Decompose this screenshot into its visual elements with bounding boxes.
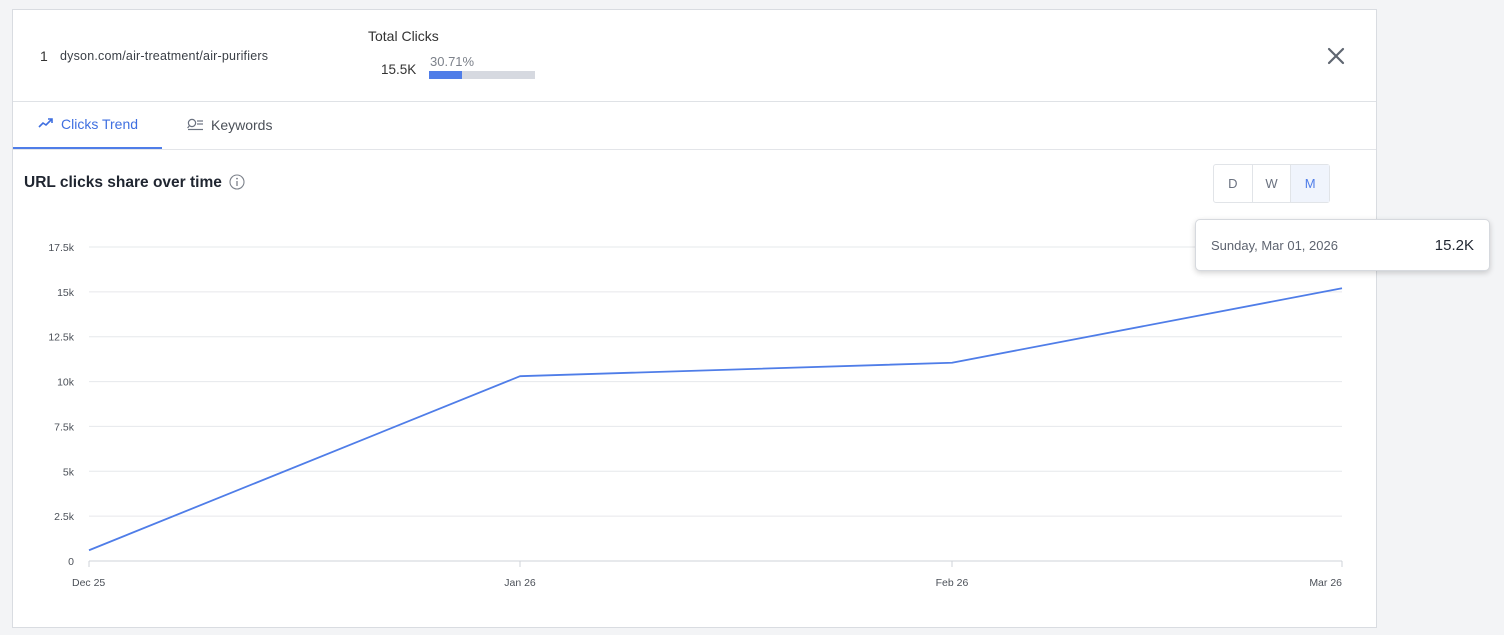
keyword-search-icon: [187, 117, 204, 134]
total-clicks-value: 15.5K: [381, 62, 417, 77]
granularity-week-button[interactable]: W: [1253, 165, 1292, 202]
clicks-share-percent: 30.71%: [430, 54, 475, 69]
tab-label: Clicks Trend: [61, 116, 139, 132]
y-tick-label: 10k: [57, 377, 75, 389]
url-header: 1 dyson.com/air-treatment/air-purifiers …: [13, 10, 1376, 102]
granularity-day-button[interactable]: D: [1214, 165, 1253, 202]
y-tick-label: 12.5k: [48, 332, 74, 344]
y-tick-label: 2.5k: [54, 511, 75, 523]
url-text: dyson.com/air-treatment/air-purifiers: [60, 49, 269, 63]
url-detail-panel: 1 dyson.com/air-treatment/air-purifiers …: [12, 9, 1377, 628]
x-tick-label: Feb 26: [936, 577, 969, 589]
series-line: [88, 287, 1343, 552]
x-tick-label: Dec 25: [72, 577, 105, 589]
clicks-share-bar-fill: [429, 71, 462, 79]
clicks-share-bar: [429, 71, 535, 79]
x-tick-label: Jan 26: [504, 577, 536, 589]
tab-bar: Clicks Trend Keywords: [13, 101, 1376, 150]
granularity-toggle: D W M: [1213, 164, 1330, 203]
tab-label: Keywords: [211, 117, 273, 133]
y-tick-label: 15k: [57, 287, 75, 299]
info-icon[interactable]: [229, 174, 245, 190]
total-clicks-label: Total Clicks: [368, 28, 439, 44]
chart-tooltip: Sunday, Mar 01, 2026 15.2K: [1195, 219, 1490, 271]
chart-title: URL clicks share over time: [24, 174, 222, 191]
granularity-month-button[interactable]: M: [1291, 165, 1330, 202]
x-tick-label: Mar 26: [1309, 577, 1342, 589]
y-tick-label: 17.5k: [48, 242, 74, 254]
tab-clicks-trend[interactable]: Clicks Trend: [13, 101, 162, 149]
tab-keywords[interactable]: Keywords: [187, 101, 272, 149]
close-icon[interactable]: [1324, 44, 1348, 68]
tooltip-date: Sunday, Mar 01, 2026: [1211, 238, 1338, 253]
y-tick-label: 7.5k: [54, 421, 75, 433]
url-rank: 1: [40, 48, 48, 64]
tooltip-value: 15.2K: [1434, 237, 1474, 254]
y-tick-label: 0: [68, 556, 74, 568]
trend-line-icon: [38, 116, 54, 132]
y-tick-label: 5k: [63, 466, 75, 478]
